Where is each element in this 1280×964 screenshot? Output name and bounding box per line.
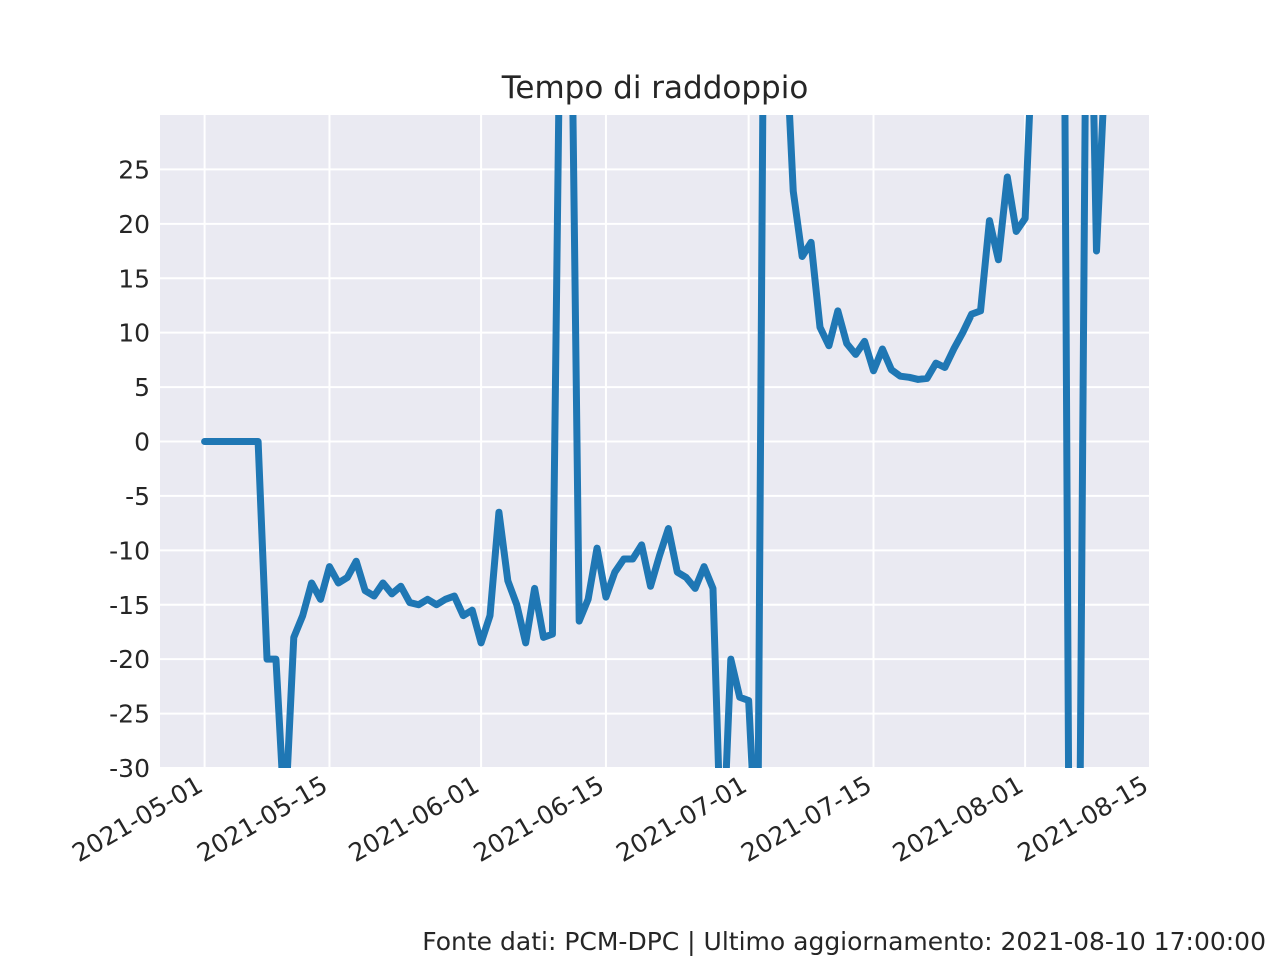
x-tick-label: 2021-08-01 (888, 770, 1028, 868)
y-tick-label: 25 (118, 155, 150, 184)
x-tick-label: 2021-05-15 (192, 770, 332, 868)
x-tick-label: 2021-07-01 (611, 770, 751, 868)
x-tick-label: 2021-05-01 (67, 770, 207, 868)
x-tick-label: 2021-07-15 (736, 770, 876, 868)
plot (201, 115, 1107, 768)
y-tick-label: 20 (118, 210, 150, 239)
x-tick-label: 2021-08-15 (1013, 770, 1153, 868)
y-tick-label: -25 (109, 700, 150, 729)
y-tick-label: 15 (118, 264, 150, 293)
x-tick-label: 2021-06-01 (344, 770, 484, 868)
data-line (201, 115, 1107, 768)
source-note: Fonte dati: PCM-DPC | Ultimo aggiornamen… (422, 927, 1266, 956)
x-tick-label: 2021-06-15 (469, 770, 609, 868)
y-tick-label: -15 (109, 591, 150, 620)
y-tick-label: 0 (134, 428, 150, 457)
chart-title: Tempo di raddoppio (501, 70, 809, 106)
y-tick-label: -20 (109, 645, 150, 674)
y-tick-label: 10 (118, 319, 150, 348)
y-tick-label: -10 (109, 536, 150, 565)
y-tick-label: -5 (125, 482, 150, 511)
y-tick-label: -30 (109, 754, 150, 783)
y-tick-label: 5 (134, 373, 150, 402)
grid (160, 115, 1151, 769)
